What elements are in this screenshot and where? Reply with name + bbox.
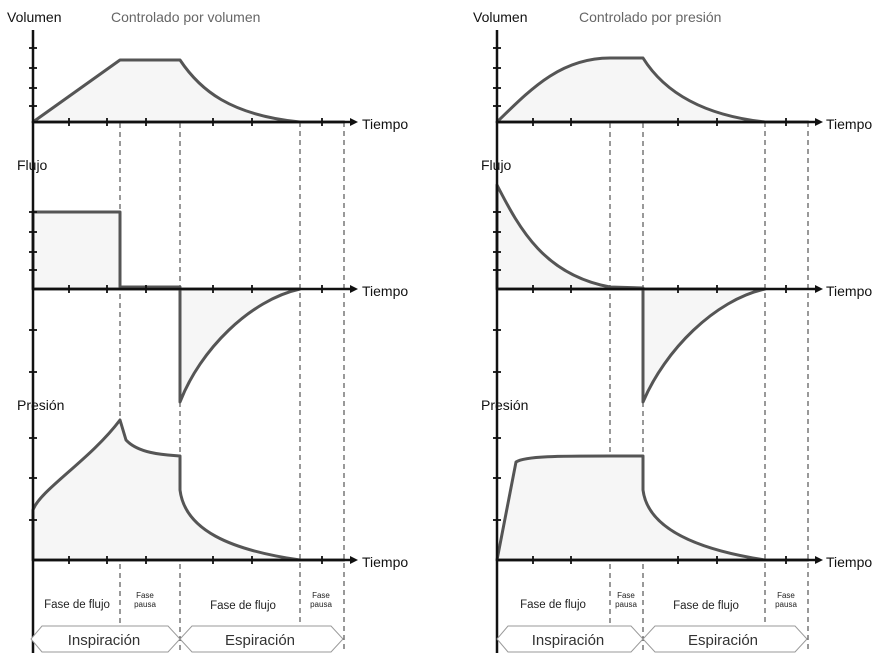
left-phase-pause-1-bottom: pausa (134, 600, 156, 609)
right-pressure-curve (495, 454, 810, 562)
left-phase-pause-2-top: Fase (312, 591, 330, 600)
left-expiration-band (179, 625, 344, 653)
left-volume-curve (31, 58, 346, 124)
left-inspiration-label: Inspiración (68, 632, 141, 649)
right-flow-time-label: Tiempo (826, 283, 872, 299)
left-pressure-axis-arrow (350, 556, 358, 564)
right-phase-flow-1: Fase de flujo (520, 599, 586, 611)
right-volume-label: Volumen (473, 9, 527, 25)
right-inspiration-label: Inspiración (532, 632, 605, 649)
left-volume-axis-arrow (350, 118, 358, 126)
left-inspiration-band (30, 625, 181, 653)
left-volume-label: Volumen (7, 9, 61, 25)
left-phase-pause-2-bottom: pausa (310, 600, 332, 609)
right-phase-pause-1-bottom: pausa (615, 600, 637, 609)
left-volume-time-label: Tiempo (362, 116, 408, 132)
right-expiration-band (642, 625, 808, 653)
right-flow-label: Flujo (481, 157, 512, 173)
right-pressure-axis-arrow (815, 556, 823, 564)
left-phase-flow-2: Fase de flujo (210, 600, 276, 612)
right-phase-pause-1-top: Fase (617, 591, 635, 600)
right-pressure-time-label: Tiempo (826, 554, 872, 570)
right-volume-axis-arrow (815, 118, 823, 126)
left-panel: Volumen Controlado por volumen Tiempo Fl… (7, 9, 408, 653)
right-volume-time-label: Tiempo (826, 116, 872, 132)
right-expiration-label: Espiración (688, 632, 758, 649)
left-flow-label: Flujo (17, 157, 48, 173)
right-inspiration-band (496, 625, 644, 653)
right-title: Controlado por presión (579, 9, 721, 25)
left-ticks (29, 47, 323, 564)
right-phase-pause-2-bottom: pausa (775, 600, 797, 609)
left-pressure-label: Presión (17, 397, 64, 413)
right-pressure-label: Presión (481, 397, 528, 413)
left-flow-inspiratory-curve (31, 210, 182, 291)
right-panel: Volumen Controlado por presión Tiempo Fl… (473, 9, 872, 653)
right-ticks (493, 47, 787, 564)
left-flow-axis-arrow (350, 285, 358, 293)
right-phase-pause-2-top: Fase (777, 591, 795, 600)
left-flow-time-label: Tiempo (362, 283, 408, 299)
right-volume-curve (495, 56, 810, 124)
right-flow-expiratory-curve (641, 287, 767, 404)
left-title: Controlado por volumen (111, 9, 260, 25)
left-pressure-time-label: Tiempo (362, 554, 408, 570)
left-phase-pause-1-top: Fase (136, 591, 154, 600)
right-phase-flow-2: Fase de flujo (673, 600, 739, 612)
left-expiration-label: Espiración (225, 632, 295, 649)
right-flow-inspiratory-curve (495, 183, 645, 291)
left-flow-expiratory-curve (178, 287, 302, 404)
left-phase-flow-1: Fase de flujo (44, 599, 110, 611)
right-flow-axis-arrow (815, 285, 823, 293)
left-pressure-curve (31, 418, 346, 562)
